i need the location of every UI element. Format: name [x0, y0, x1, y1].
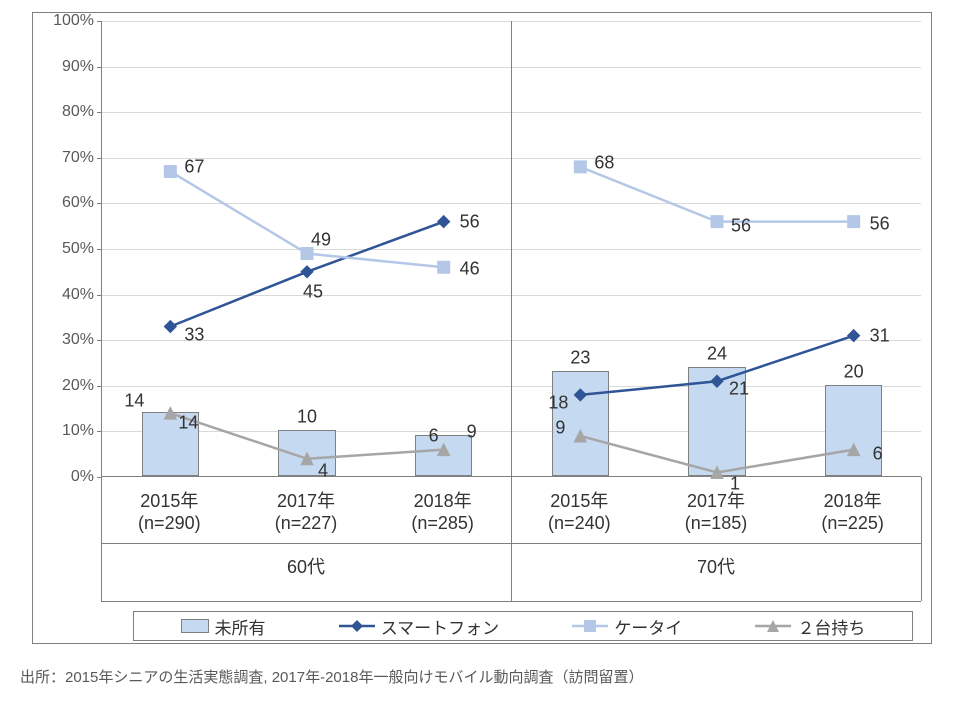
series-line — [170, 222, 443, 327]
line-label: 67 — [184, 157, 204, 178]
line-label: 9 — [555, 417, 565, 438]
y-tick-label: 0% — [71, 468, 102, 486]
series-line — [170, 171, 443, 267]
series-marker — [438, 261, 450, 273]
x-category-n: (n=285) — [383, 513, 503, 534]
legend-item: ２台持ち — [755, 614, 865, 639]
group-label: 70代 — [666, 553, 766, 579]
line-label: 49 — [311, 229, 331, 250]
y-tick-label: 80% — [62, 103, 102, 121]
x-category-label: 2015年 — [109, 487, 229, 513]
bar-label: 24 — [707, 343, 727, 364]
x-category-label: 2018年 — [793, 487, 913, 513]
line-label: 56 — [460, 211, 480, 232]
legend-item: スマートフォン — [339, 614, 500, 639]
group-divider — [511, 21, 512, 601]
bar-label: 20 — [844, 361, 864, 382]
legend-label: スマートフォン — [381, 614, 500, 639]
y-tick-label: 100% — [53, 12, 102, 30]
group-divider — [921, 477, 922, 601]
y-tick-label: 70% — [62, 149, 102, 167]
line-label: 46 — [460, 259, 480, 280]
legend-line-swatch — [755, 619, 791, 633]
line-label: 56 — [870, 213, 890, 234]
line-label: 56 — [731, 215, 751, 236]
series-marker — [574, 161, 586, 173]
x-category-n: (n=185) — [656, 513, 776, 534]
legend-item: ケータイ — [572, 614, 682, 639]
y-tick-label: 90% — [62, 58, 102, 76]
legend-label: 未所有 — [215, 614, 266, 639]
group-bottom-line — [101, 601, 921, 602]
line-label: 68 — [594, 152, 614, 173]
series-marker — [438, 216, 450, 228]
legend-item: 未所有 — [181, 614, 266, 639]
legend-bar-swatch — [181, 619, 209, 633]
series-marker — [164, 321, 176, 333]
bar-label: 10 — [297, 407, 317, 428]
line-label: 21 — [729, 379, 749, 400]
y-tick-label: 40% — [62, 286, 102, 304]
bar — [415, 435, 472, 476]
y-tick-label: 60% — [62, 194, 102, 212]
source-text: 出所：2015年シニアの生活実態調査, 2017年-2018年一般向けモバイル動… — [20, 666, 643, 687]
series-marker — [301, 266, 313, 278]
y-tick-label: 30% — [62, 331, 102, 349]
x-category-label: 2017年 — [246, 487, 366, 513]
line-label: 33 — [184, 324, 204, 345]
x-category-label: 2015年 — [519, 487, 639, 513]
group-divider — [101, 477, 102, 601]
x-category-label: 2017年 — [656, 487, 776, 513]
bar-label: 14 — [124, 391, 144, 412]
x-category-label: 2018年 — [383, 487, 503, 513]
x-category-n: (n=290) — [109, 513, 229, 534]
x-category-n: (n=225) — [793, 513, 913, 534]
legend-label: ２台持ち — [797, 614, 865, 639]
line-label: 4 — [318, 460, 328, 481]
group-label: 60代 — [256, 553, 356, 579]
series-marker — [711, 216, 723, 228]
y-tick-label: 50% — [62, 240, 102, 258]
line-label: 6 — [873, 443, 883, 464]
legend-line-swatch — [339, 619, 375, 633]
y-tick-label: 10% — [62, 422, 102, 440]
group-mid-line — [101, 543, 921, 544]
chart-container: 0% 10% 20% 30% 40% 50% 60% 70% 80% 90% 100% 14 10 9 23… — [32, 12, 932, 644]
x-category-n: (n=227) — [246, 513, 366, 534]
line-label: 45 — [303, 281, 323, 302]
legend-line-swatch — [572, 619, 608, 633]
legend: 未所有 スマートフォン ケータイ ２台持ち — [133, 611, 913, 641]
line-label: 6 — [429, 425, 439, 446]
series-marker — [164, 165, 176, 177]
line-label: 18 — [548, 392, 568, 413]
legend-label: ケータイ — [614, 614, 682, 639]
line-label: 14 — [178, 413, 198, 434]
x-category-n: (n=240) — [519, 513, 639, 534]
series-marker — [848, 216, 860, 228]
series-line — [580, 167, 853, 222]
bar-label: 9 — [467, 421, 477, 442]
y-tick-label: 20% — [62, 377, 102, 395]
line-label: 31 — [870, 325, 890, 346]
bar-label: 23 — [570, 348, 590, 369]
